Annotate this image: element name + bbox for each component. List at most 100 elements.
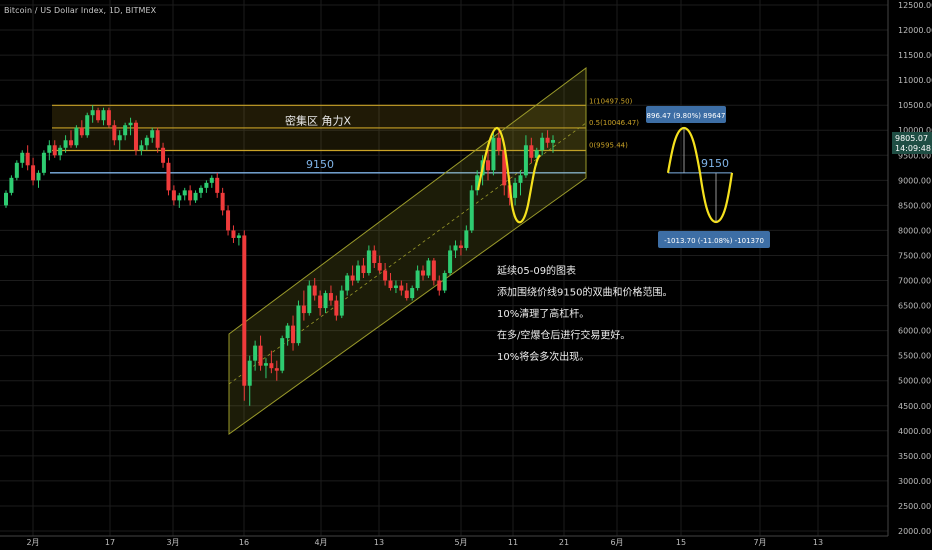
y-tick-label: 2000.00 xyxy=(898,527,931,536)
candle-body xyxy=(453,245,458,251)
y-tick-label: 9000.00 xyxy=(898,176,931,185)
candle-body xyxy=(529,145,534,158)
candle-body xyxy=(198,187,203,193)
y-tick-label: 8000.00 xyxy=(898,226,931,235)
fib-label-low: 0(9595.44) xyxy=(589,142,628,150)
candle-body xyxy=(458,245,463,248)
candle-body xyxy=(90,110,95,116)
y-tick-label: 12000.00 xyxy=(898,26,932,35)
candle-body xyxy=(328,293,333,301)
y-tick-label: 2500.00 xyxy=(898,502,931,511)
zone-lower-band xyxy=(52,127,586,151)
candle-body xyxy=(523,145,528,176)
price-badge-value: 9805.07 xyxy=(895,134,928,143)
candle-body xyxy=(96,110,101,121)
fib-label-top: 1(10497.50) xyxy=(589,97,633,105)
candle-body xyxy=(166,162,171,191)
y-tick-label: 3000.00 xyxy=(898,477,931,486)
projection-label: 9150 xyxy=(701,157,729,170)
note-line: 10%将会多次出现。 xyxy=(497,350,589,363)
note-line: 添加围绕价线9150的双曲和价格范围。 xyxy=(497,286,672,299)
x-tick-label: 16 xyxy=(239,538,249,547)
y-tick-label: 7500.00 xyxy=(898,251,931,260)
note-line: 10%清理了高杠杆。 xyxy=(497,307,589,320)
candle-body xyxy=(247,360,252,386)
candle-body xyxy=(85,115,90,136)
candle-body xyxy=(14,162,19,178)
candle-body xyxy=(415,270,420,289)
y-tick-label: 3500.00 xyxy=(898,452,931,461)
candle-body xyxy=(486,160,491,171)
candle-body xyxy=(236,235,241,238)
candle-body xyxy=(361,265,366,274)
candle-body xyxy=(117,135,122,141)
x-tick-label: 6月 xyxy=(610,538,623,547)
y-tick-label: 5500.00 xyxy=(898,352,931,361)
candle-body xyxy=(215,177,220,193)
price-badge-countdown: 14:09:48 xyxy=(895,144,931,153)
x-tick-label: 5月 xyxy=(454,538,467,547)
x-tick-label: 7月 xyxy=(753,538,766,547)
x-tick-label: 15 xyxy=(676,538,686,547)
candle-body xyxy=(448,250,453,274)
candle-body xyxy=(426,260,431,276)
candle-body xyxy=(58,147,63,156)
candle-body xyxy=(63,140,68,148)
candle-body xyxy=(513,182,518,198)
candle-body xyxy=(144,137,149,146)
candle-body xyxy=(258,345,263,366)
candle-body xyxy=(4,192,8,206)
candle-body xyxy=(25,152,30,166)
candle-body xyxy=(356,265,361,281)
candle-body xyxy=(123,125,128,136)
candle-body xyxy=(182,190,187,196)
grid xyxy=(0,0,888,536)
candle-body xyxy=(323,293,328,309)
candle-body xyxy=(68,140,73,146)
candle-body xyxy=(296,305,301,344)
candle-body xyxy=(209,177,214,183)
x-tick-label: 21 xyxy=(559,538,569,547)
fib-label-mid: 0.5(10046.47) xyxy=(589,119,639,127)
candle-body xyxy=(464,230,469,248)
x-tick-label: 4月 xyxy=(314,538,327,547)
candle-body xyxy=(496,137,501,151)
y-tick-label: 6000.00 xyxy=(898,327,931,336)
x-tick-label: 17 xyxy=(105,538,115,547)
x-tick-label: 13 xyxy=(813,538,823,547)
candle-body xyxy=(263,363,268,366)
candle-body xyxy=(133,122,138,151)
candle-body xyxy=(399,285,404,291)
candle-body xyxy=(534,150,539,158)
measure-down-box xyxy=(658,231,770,248)
candle-body xyxy=(285,325,290,339)
projection-wave xyxy=(666,126,734,224)
candle-body xyxy=(350,275,355,281)
y-tick-label: 4500.00 xyxy=(898,402,931,411)
candle-body xyxy=(393,285,398,289)
candle-body xyxy=(372,250,377,263)
candle-body xyxy=(491,137,496,171)
candle-body xyxy=(345,275,350,291)
x-tick-label: 13 xyxy=(374,538,384,547)
candle-body xyxy=(377,262,382,271)
candle-body xyxy=(101,110,106,121)
y-tick-label: 5000.00 xyxy=(898,377,931,386)
zone-label: 密集区 角力X xyxy=(285,113,351,127)
candle-body xyxy=(301,305,306,314)
x-tick-label: 2月 xyxy=(26,538,39,547)
candle-body xyxy=(193,192,198,201)
wave-curve xyxy=(476,126,541,224)
candle-body xyxy=(9,177,14,193)
candle-body xyxy=(437,280,442,291)
candle-body xyxy=(242,235,247,386)
price-badge xyxy=(892,132,932,155)
zone-upper-band xyxy=(52,105,586,128)
candle-body xyxy=(220,192,225,211)
candle-body xyxy=(161,147,166,163)
candle-body xyxy=(312,285,317,296)
candle-body xyxy=(334,300,339,316)
candle-body xyxy=(502,150,507,186)
candle-body xyxy=(475,175,480,191)
